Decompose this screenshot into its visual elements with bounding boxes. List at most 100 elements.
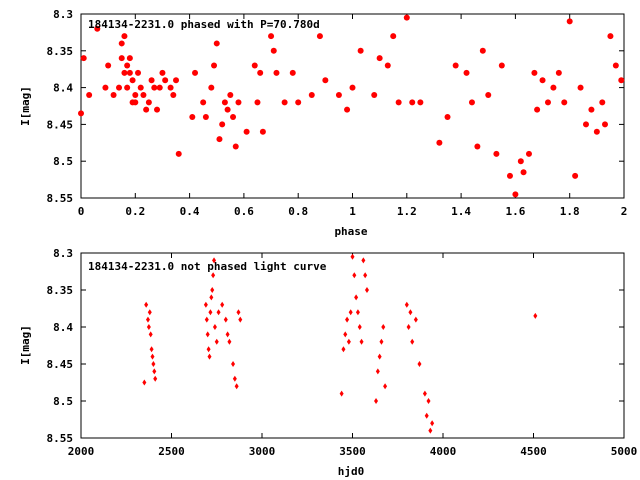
phased-y-tick-label: 8.35 [47, 45, 74, 58]
phased-data-point [135, 69, 142, 76]
light-curve-x-tick-label: 2500 [158, 445, 185, 458]
phased-data-point [254, 99, 261, 106]
phased-data-point [376, 55, 383, 62]
light-curve-data-point [209, 294, 214, 301]
phased-data-point [110, 91, 117, 98]
phased-data-point [520, 169, 527, 176]
light-curve-data-point [426, 398, 431, 404]
light-curve-y-tick-label: 8.3 [53, 247, 73, 260]
phased-data-point [232, 143, 239, 150]
light-curve-data-point [225, 331, 230, 338]
light-curve-data-point [211, 272, 216, 279]
phased-data-point [121, 69, 128, 76]
phased-data-point [270, 47, 277, 54]
phased-data-point [235, 99, 242, 106]
phased-data-point [599, 99, 606, 106]
light-curve-data-point [339, 390, 344, 397]
phased-data-point [612, 62, 619, 69]
phased-data-point [395, 99, 402, 106]
phased-data-point [308, 91, 315, 98]
phased-data-point [156, 84, 163, 91]
light-curve-data-point [234, 383, 239, 390]
light-curve-data-point [223, 316, 228, 323]
phased-data-point [162, 77, 169, 84]
phased-y-tick-label: 8.45 [47, 118, 74, 131]
light-curve-data-point [350, 253, 355, 260]
light-curve-data-point [214, 338, 219, 345]
light-curve-data-point [206, 346, 211, 353]
phased-data-point [531, 69, 538, 76]
light-curve-data-point [410, 338, 415, 345]
light-curve-data-point [151, 361, 156, 367]
phased-data-point [170, 91, 177, 98]
phased-data-point [105, 62, 112, 69]
phased-data-point [94, 25, 101, 32]
light-curve-plot-frame [80, 252, 625, 439]
light-curve-data-point [430, 420, 435, 427]
light-curve-data-point [145, 316, 150, 323]
light-curve-data-point [153, 375, 158, 382]
light-curve-data-point [236, 309, 241, 316]
light-curve-data-point [428, 427, 433, 434]
phased-data-point [154, 106, 161, 113]
phased-data-point [116, 84, 123, 91]
phased-data-point [124, 62, 131, 69]
light-curve-data-point [142, 379, 147, 386]
phased-x-tick-label: 0.6 [234, 205, 254, 218]
phased-data-point [444, 114, 451, 121]
light-curve-data-point [359, 338, 364, 345]
phased-data-point [175, 150, 182, 157]
phased-data-point [566, 18, 573, 25]
light-curve-x-tick-label: 2000 [68, 445, 95, 458]
light-curve-x-tick-label: 3500 [339, 445, 366, 458]
light-curve-data-point [354, 294, 359, 301]
phased-data-point [572, 172, 579, 179]
phased-data-point [202, 114, 209, 121]
light-curve-data-point [417, 361, 422, 367]
phased-data-point [78, 110, 84, 117]
phased-data-point [468, 99, 475, 106]
phased-data-point [159, 69, 166, 76]
light-curve-data-point [220, 301, 225, 308]
light-curve-data-point [375, 368, 380, 375]
light-curve-data-point [150, 353, 155, 360]
phased-chart: 0 0.2 0.4 0.6 0.8 1 1.2 1.4 1.6 1.8 2 8.3 8.35 8.4 8.4… [19, 8, 627, 238]
phased-data-point [243, 128, 250, 135]
phased-data-point [463, 69, 470, 76]
light-curve-data-point [361, 257, 366, 264]
phased-data-point [281, 99, 288, 106]
phased-data-point [216, 136, 223, 143]
light-curve-data-point [212, 257, 217, 264]
light-curve-data-point [216, 309, 221, 316]
light-curve-data-point [533, 312, 538, 319]
phased-data-point [102, 84, 109, 91]
phased-y-tick-label: 8.5 [53, 155, 73, 168]
phased-data-point [257, 69, 264, 76]
phased-data-point [561, 99, 568, 106]
phased-data-point [251, 62, 258, 69]
phased-data-point [618, 77, 625, 84]
light-curve-x-tick-label: 4000 [430, 445, 457, 458]
phased-data-point [230, 114, 237, 121]
phased-data-point [485, 91, 492, 98]
light-curve-data-point [210, 287, 215, 293]
phased-y-tick-label: 8.3 [53, 8, 73, 21]
phased-x-tick-label: 0 [78, 205, 85, 218]
light-curve-data-point [364, 287, 369, 293]
light-curve-data-point [208, 309, 213, 316]
phased-data-point [173, 77, 180, 84]
light-curve-data-point [379, 338, 384, 345]
light-curve-chart-title: 184134-2231.0 not phased light curve [88, 260, 327, 273]
phased-x-tick-label: 1.2 [397, 205, 417, 218]
phased-data-point [403, 14, 410, 21]
light-curve-data-point [149, 346, 154, 353]
light-curve-data-point [232, 375, 237, 382]
light-curve-data-point [383, 383, 388, 390]
phased-data-point [219, 121, 226, 128]
phased-data-point [534, 106, 541, 113]
light-curve-x-axis-label: hjd0 [338, 465, 365, 478]
light-curve-data-point [345, 316, 350, 323]
light-curve-data-point [341, 346, 346, 353]
phased-data-point [289, 69, 296, 76]
phased-data-point [200, 99, 207, 106]
